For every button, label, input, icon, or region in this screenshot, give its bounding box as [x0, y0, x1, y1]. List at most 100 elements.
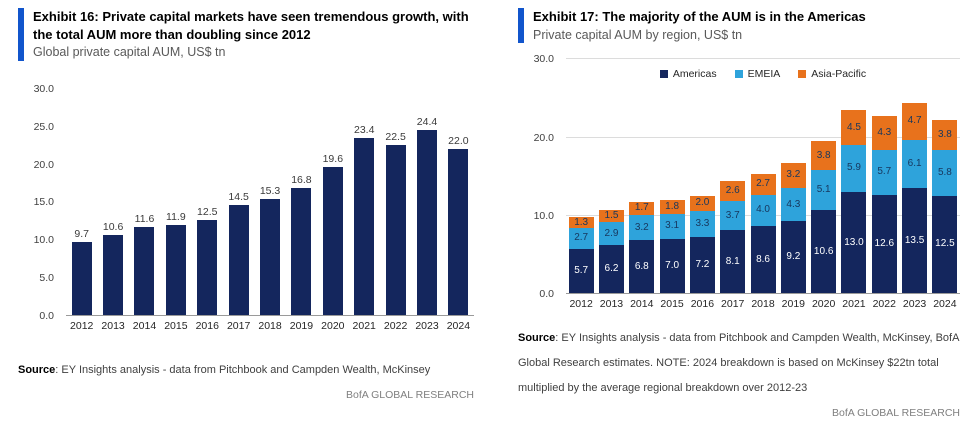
x-axis-label: 2016 [195, 319, 219, 332]
legend-label: Asia-Pacific [811, 68, 867, 81]
title-accent-bar [518, 8, 524, 44]
source-label: Source [18, 363, 56, 376]
bar [322, 166, 343, 315]
stacked-bar: 8.1 3.7 2.6 [720, 180, 746, 294]
bar-slot: 10.6 5.1 3.8 [809, 140, 839, 294]
bar-segment-americas: 9.2 [780, 221, 806, 294]
exhibit-17-header: Exhibit 17: The majority of the AUM is i… [518, 8, 960, 44]
x-axis-label: 2017 [226, 319, 251, 332]
x-axis-label: 2019 [781, 298, 806, 311]
bar-segment-americas: 13.0 [841, 191, 867, 294]
legend-label: Americas [672, 68, 717, 81]
x-axis-label: 2012 [70, 319, 94, 332]
exhibit-16-header: Exhibit 16: Private capital markets have… [18, 8, 474, 61]
exhibit-17-subtitle: Private capital AUM by region, US$ tn [533, 27, 743, 42]
stacked-bar: 13.5 6.1 4.7 [902, 103, 928, 294]
bar-segment-americas: 6.2 [598, 244, 624, 294]
bar-slot: 15.3 [254, 185, 285, 315]
bar-value-label: 15.3 [259, 185, 281, 198]
aum-growth-bar-chart: 0.0 5.0 10.0 15.0 20.0 25.0 30.0 9.7 10.6 11.6 11… [18, 83, 474, 332]
bar-segment-asia-pacific: 4.3 [871, 116, 897, 151]
bar-value-label: 10.6 [102, 220, 124, 233]
bar-segment-emeia: 6.1 [902, 139, 928, 188]
chart-legend: Americas EMEIA Asia-Pacific [566, 68, 960, 80]
bar-slot: 5.7 2.7 1.3 [566, 217, 596, 294]
bar-value-label: 23.4 [353, 123, 375, 136]
stacked-bar: 7.2 3.3 2.0 [689, 195, 715, 294]
exhibit-17-panel: Exhibit 17: The majority of the AUM is i… [518, 8, 960, 419]
gridline [566, 58, 960, 60]
x-axis-label: 2015 [164, 319, 188, 332]
y-tick-label: 0.0 [539, 288, 554, 301]
bar-value-label: 11.6 [134, 213, 155, 226]
bar-slot: 13.5 6.1 4.7 [899, 103, 929, 294]
y-tick-label: 15.0 [33, 196, 54, 209]
x-axis-label: 2013 [101, 319, 125, 332]
x-axis-label: 2022 [383, 319, 408, 332]
y-tick-label: 0.0 [39, 309, 54, 322]
bar [197, 220, 218, 315]
bar-segment-asia-pacific: 4.5 [841, 110, 867, 146]
x-axis-label: 2024 [933, 298, 957, 311]
source-label: Source [518, 332, 556, 345]
bar-segment-emeia: 4.3 [780, 187, 806, 222]
x-axis-label: 2018 [751, 298, 775, 311]
x-axis-label: 2016 [690, 298, 715, 311]
legend-swatch [798, 70, 807, 79]
bar-slot: 12.5 [192, 206, 223, 315]
bofa-footer: BofA GLOBAL RESEARCH [832, 406, 960, 419]
legend-item-americas: Americas [659, 68, 717, 81]
exhibit-16-panel: Exhibit 16: Private capital markets have… [18, 8, 474, 401]
bar-slot: 22.0 [443, 135, 474, 315]
stacked-bar: 12.6 5.7 4.3 [871, 116, 897, 294]
bar-slot: 19.6 [317, 153, 348, 315]
bar [103, 234, 124, 315]
bar-slot: 8.1 3.7 2.6 [718, 180, 748, 294]
bar-segment-emeia: 5.8 [932, 150, 958, 196]
stacked-bar: 8.6 4.0 2.7 [750, 173, 776, 294]
source-text: : EY Insights analysis - data from Pitch… [518, 332, 959, 394]
bar-slot: 10.6 [97, 221, 128, 315]
bar-segment-asia-pacific: 2.7 [750, 173, 776, 195]
bar-segment-emeia: 5.1 [811, 170, 837, 211]
bar [260, 199, 281, 315]
bar-segment-emeia: 5.9 [841, 145, 867, 192]
aum-by-region-stacked-chart: 0.0 10.0 20.0 30.0 Americas EMEIA Asia-Pacifi… [518, 53, 960, 310]
bar-value-label: 24.4 [416, 116, 438, 129]
bar-segment-asia-pacific: 2.6 [720, 180, 746, 202]
bar-value-label: 14.5 [228, 191, 249, 204]
bar-slot: 7.2 3.3 2.0 [687, 195, 717, 294]
bar-slot: 22.5 [380, 131, 411, 315]
x-axis-label: 2022 [872, 298, 896, 311]
x-axis-label: 2018 [258, 319, 282, 332]
bar-segment-asia-pacific: 3.8 [932, 120, 958, 151]
bar-slot: 24.4 [411, 116, 442, 315]
stacked-bar: 6.8 3.2 1.7 [629, 201, 655, 294]
bar-value-label: 9.7 [74, 227, 89, 240]
bar [416, 130, 437, 315]
x-axis-label: 2021 [352, 319, 376, 332]
bar-slot: 9.2 4.3 3.2 [778, 162, 808, 294]
y-axis: 0.0 5.0 10.0 15.0 20.0 25.0 30.0 [18, 83, 58, 322]
bar [228, 205, 249, 315]
x-axis-label: 2021 [842, 298, 866, 311]
bar-segment-americas: 12.6 [871, 194, 897, 294]
bar-segment-asia-pacific: 1.7 [629, 201, 655, 216]
bar-value-label: 11.9 [166, 210, 186, 223]
plot-area: 9.7 10.6 11.6 11.9 12.5 14.5 15.3 16.8 19.6 23.4 2… [66, 89, 474, 316]
bar-slot: 7.0 3.1 1.8 [657, 200, 687, 294]
source-text: : EY Insights analysis - data from Pitch… [55, 363, 431, 376]
y-tick-label: 10.0 [533, 210, 554, 223]
legend-swatch [734, 70, 743, 79]
legend-swatch [659, 70, 668, 79]
bar [385, 144, 406, 315]
bar-segment-asia-pacific: 3.2 [780, 162, 806, 188]
bar-segment-asia-pacific: 1.5 [598, 210, 624, 223]
bofa-footer: BofA GLOBAL RESEARCH [346, 388, 474, 401]
bar-slot: 13.0 5.9 4.5 [839, 110, 869, 294]
exhibit-16-title: Exhibit 16: Private capital markets have… [33, 9, 469, 42]
bar-segment-asia-pacific: 3.8 [811, 140, 837, 171]
bar-slot: 14.5 [223, 191, 254, 315]
bar [134, 227, 155, 315]
x-axis: 2012 2013 2014 2015 2016 2017 2018 2019 2020 2021… [566, 298, 960, 310]
